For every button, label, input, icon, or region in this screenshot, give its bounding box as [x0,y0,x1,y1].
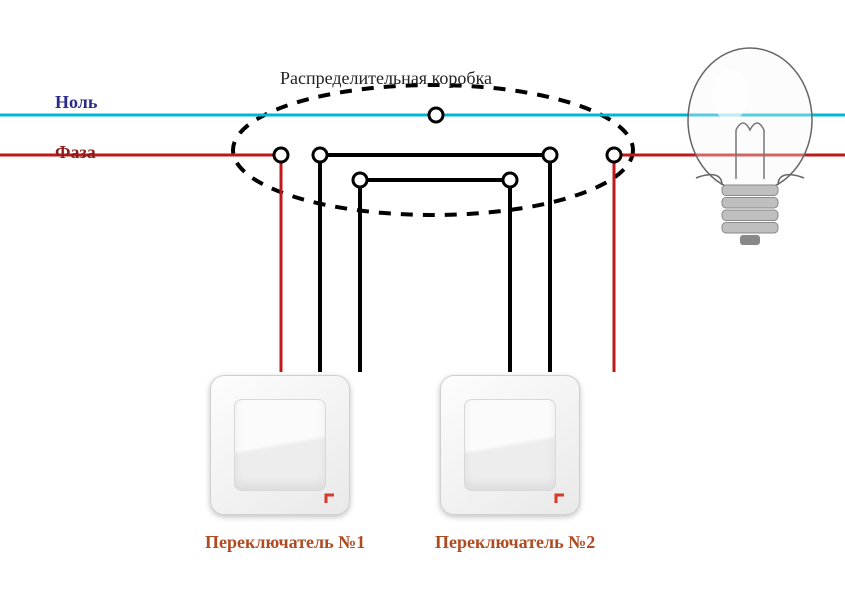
junction-terminals [274,108,621,187]
terminal-A1 [313,148,327,162]
switch-1-label: Переключатель №1 [205,532,365,553]
terminal-B1 [353,173,367,187]
two-way-switch-1 [210,375,350,515]
junction-box-outline [233,85,633,215]
switch-indicator-icon [554,491,568,505]
switch-indicator-icon [324,491,338,505]
terminal-L_out [607,148,621,162]
junction-box-label: Распределительная коробка [280,68,492,89]
light-bulb-icon [688,48,812,245]
terminal-L_in [274,148,288,162]
neutral-label: Ноль [55,92,97,113]
terminal-A2 [543,148,557,162]
terminal-N [429,108,443,122]
two-way-switch-2 [440,375,580,515]
switch-2-label: Переключатель №2 [435,532,595,553]
terminal-B2 [503,173,517,187]
phase-label: Фаза [55,142,96,163]
